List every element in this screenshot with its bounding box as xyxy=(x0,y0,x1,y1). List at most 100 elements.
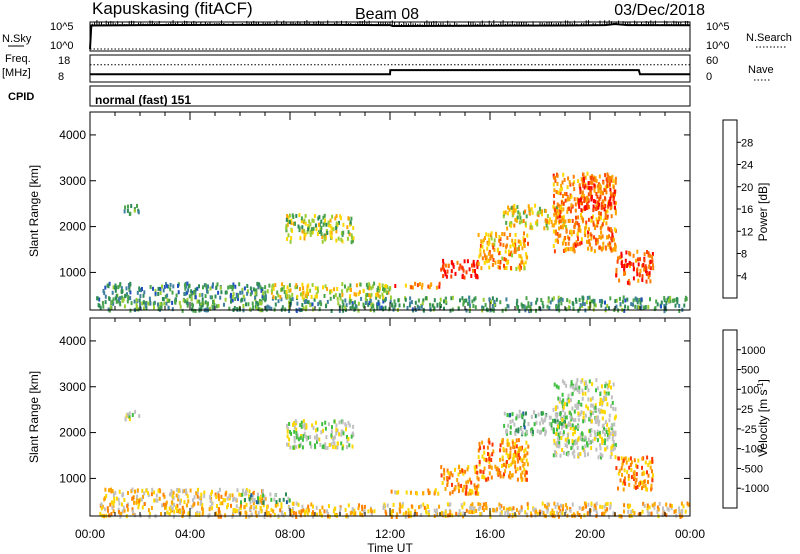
range-gate-cell xyxy=(347,286,350,291)
range-gate-cell xyxy=(141,287,143,291)
range-gate-cell xyxy=(628,281,631,286)
range-gate-cell xyxy=(286,429,289,434)
power-panel-frame xyxy=(89,111,691,311)
range-gate-cell xyxy=(149,285,152,289)
range-gate-cell xyxy=(184,286,187,291)
range-gate-cell xyxy=(614,242,616,247)
range-gate-cell xyxy=(573,225,576,230)
range-gate-cell xyxy=(456,478,459,482)
range-gate-cell xyxy=(526,462,529,467)
range-gate-cell xyxy=(239,290,242,295)
range-gate-cell xyxy=(493,302,496,307)
range-gate-cell xyxy=(352,424,355,429)
range-gate-cell xyxy=(109,305,112,309)
range-gate-cell xyxy=(651,252,654,256)
range-gate-cell xyxy=(504,469,507,474)
range-gate-cell xyxy=(384,298,387,303)
range-gate-cell xyxy=(614,176,617,181)
range-gate-cell xyxy=(285,500,288,505)
range-gate-cell xyxy=(383,504,386,509)
range-gate-cell xyxy=(226,503,229,508)
range-gate-cell xyxy=(139,306,142,311)
range-gate-cell xyxy=(584,226,587,230)
range-gate-cell xyxy=(126,208,129,213)
range-gate-cell xyxy=(638,482,641,487)
date-title: 03/Dec/2018 xyxy=(614,2,705,19)
range-gate-cell xyxy=(481,454,484,459)
range-gate-cell xyxy=(286,423,288,428)
range-gate-cell xyxy=(547,502,550,507)
range-gate-cell xyxy=(615,466,618,471)
range-gate-cell xyxy=(442,258,445,263)
range-gate-cell xyxy=(493,238,496,243)
range-gate-cell xyxy=(353,508,356,513)
range-gate-cell xyxy=(259,301,262,306)
range-gate-cell xyxy=(615,304,618,309)
range-gate-cell xyxy=(598,217,601,222)
nsky-label: N.Sky xyxy=(2,33,32,45)
range-gate-cell xyxy=(646,506,649,511)
range-gate-cell xyxy=(346,225,349,230)
range-gate-cell xyxy=(592,208,595,213)
range-gate-cell xyxy=(607,174,610,179)
range-gate-cell xyxy=(599,183,601,188)
range-gate-cell xyxy=(527,444,530,449)
range-gate-cell xyxy=(532,507,535,512)
range-gate-cell xyxy=(554,208,556,213)
range-gate-cell xyxy=(336,441,339,446)
range-gate-cell xyxy=(318,307,321,312)
range-gate-cell xyxy=(333,512,336,517)
range-gate-cell xyxy=(264,297,267,302)
range-gate-cell xyxy=(312,512,315,517)
range-gate-cell xyxy=(562,415,565,419)
range-gate-cell xyxy=(417,306,420,311)
range-gate-cell xyxy=(360,296,363,301)
range-gate-cell xyxy=(162,492,165,497)
range-gate-cell xyxy=(575,405,578,410)
range-gate-cell xyxy=(303,218,306,223)
range-gate-cell xyxy=(365,282,368,287)
range-gate-cell xyxy=(514,460,517,465)
range-gate-cell xyxy=(262,493,265,498)
range-gate-cell xyxy=(477,233,480,237)
range-gate-cell xyxy=(482,238,485,243)
range-gate-cell xyxy=(557,234,560,238)
range-gate-cell xyxy=(357,308,360,313)
range-gate-cell xyxy=(641,274,644,279)
range-gate-cell xyxy=(570,382,573,387)
range-gate-cell xyxy=(193,289,196,294)
range-gate-cell xyxy=(542,411,545,416)
range-gate-cell xyxy=(262,503,265,508)
range-gate-cell xyxy=(396,512,399,517)
range-gate-cell xyxy=(186,494,189,499)
range-gate-cell xyxy=(298,443,301,448)
range-gate-cell xyxy=(580,215,583,220)
range-gate-cell xyxy=(303,512,306,517)
range-gate-cell xyxy=(548,306,551,310)
range-gate-cell xyxy=(511,238,514,243)
range-gate-cell xyxy=(312,226,315,231)
range-gate-cell xyxy=(504,307,507,312)
range-gate-cell xyxy=(523,243,526,248)
range-gate-cell xyxy=(367,302,370,307)
range-gate-cell xyxy=(639,511,642,516)
range-gate-cell xyxy=(587,181,590,186)
range-gate-cell xyxy=(496,507,499,512)
range-gate-cell xyxy=(309,435,312,439)
range-gate-cell xyxy=(630,460,633,465)
range-gate-cell xyxy=(148,511,151,516)
range-gate-cell xyxy=(111,500,114,505)
range-gate-cell xyxy=(383,284,386,289)
range-gate-cell xyxy=(198,284,200,289)
range-gate-cell xyxy=(618,278,621,283)
range-gate-cell xyxy=(562,430,565,435)
range-gate-cell xyxy=(314,223,317,228)
range-gate-cell xyxy=(573,197,576,202)
range-gate-cell xyxy=(287,233,290,238)
range-gate-cell xyxy=(249,292,252,297)
range-gate-cell xyxy=(440,267,443,272)
range-gate-cell xyxy=(555,305,558,309)
range-gate-cell xyxy=(586,443,589,448)
range-gate-cell xyxy=(572,243,575,248)
range-gate-cell xyxy=(563,236,566,241)
